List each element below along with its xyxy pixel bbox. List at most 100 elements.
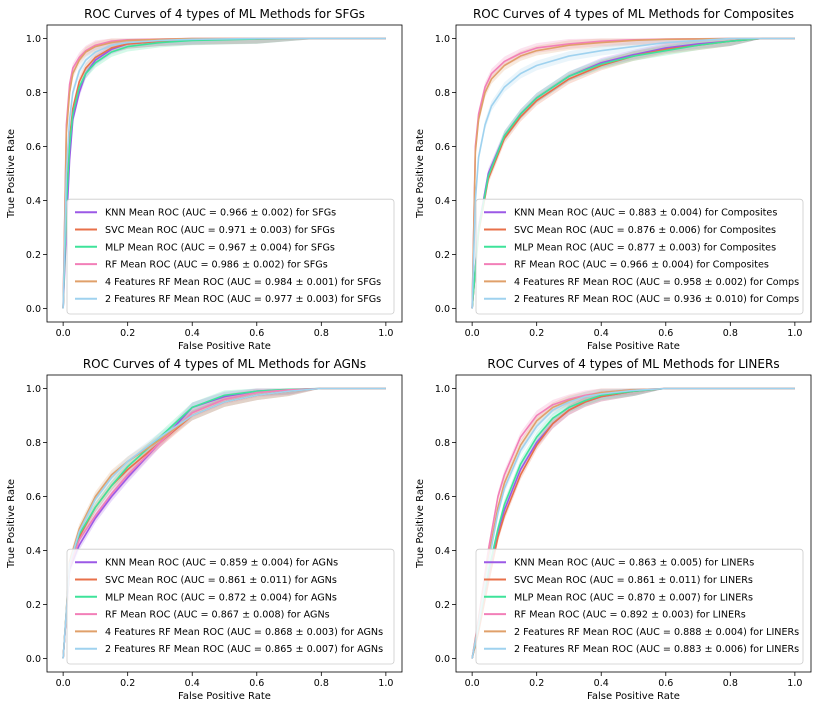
x-tick-label: 0.6 bbox=[658, 678, 673, 689]
legend-label-1: KNN Mean ROC (AUC = 0.863 ± 0.005) for L… bbox=[514, 558, 754, 569]
y-axis-label: True Positive Rate bbox=[415, 129, 426, 219]
series-line-6 bbox=[62, 37, 386, 309]
y-tick-label: 0.6 bbox=[435, 142, 450, 153]
legend-label-6: 2 Features RF Mean ROC (AUC = 0.883 ± 0.… bbox=[514, 644, 799, 655]
y-tick-label: 0.8 bbox=[435, 88, 450, 99]
legend-label-6: 2 Features RF Mean ROC (AUC = 0.865 ± 0.… bbox=[105, 644, 383, 655]
legend-label-2: SVC Mean ROC (AUC = 0.876 ± 0.006) for C… bbox=[514, 225, 776, 236]
x-tick-label: 0.6 bbox=[658, 328, 673, 339]
legend-box bbox=[475, 548, 804, 665]
chart-title: ROC Curves of 4 types of ML Methods for … bbox=[487, 357, 779, 371]
y-tick-label: 1.0 bbox=[26, 34, 41, 45]
series-group bbox=[62, 37, 386, 309]
series-line-6 bbox=[471, 387, 795, 659]
legend: KNN Mean ROC (AUC = 0.859 ± 0.004) for A… bbox=[66, 548, 395, 665]
y-tick-label: 1.0 bbox=[435, 34, 450, 45]
series-line-6 bbox=[471, 37, 795, 309]
x-tick-label: 0.0 bbox=[465, 328, 480, 339]
legend: KNN Mean ROC (AUC = 0.883 ± 0.004) for C… bbox=[475, 198, 804, 315]
y-tick-label: 0.2 bbox=[435, 600, 450, 611]
x-tick-label: 0.4 bbox=[185, 678, 200, 689]
x-axis-label: False Positive Rate bbox=[587, 691, 680, 702]
y-tick-label: 0.2 bbox=[435, 250, 450, 261]
legend-label-6: 2 Features RF Mean ROC (AUC = 0.936 ± 0.… bbox=[514, 294, 799, 305]
legend-label-1: KNN Mean ROC (AUC = 0.859 ± 0.004) for A… bbox=[105, 558, 338, 569]
series-line-5 bbox=[471, 37, 795, 309]
legend-label-2: SVC Mean ROC (AUC = 0.861 ± 0.011) for A… bbox=[105, 575, 337, 586]
legend-label-5: 4 Features RF Mean ROC (AUC = 0.868 ± 0.… bbox=[105, 627, 383, 638]
y-tick-label: 0.4 bbox=[435, 196, 450, 207]
x-tick-label: 0.6 bbox=[249, 328, 264, 339]
x-tick-label: 0.2 bbox=[120, 678, 135, 689]
y-tick-label: 0.4 bbox=[26, 546, 41, 557]
legend-box bbox=[66, 198, 395, 315]
x-tick-label: 0.0 bbox=[56, 678, 71, 689]
x-tick-label: 0.4 bbox=[594, 678, 609, 689]
x-tick-label: 1.0 bbox=[787, 678, 802, 689]
x-tick-label: 1.0 bbox=[787, 328, 802, 339]
y-tick-label: 1.0 bbox=[435, 384, 450, 395]
chart-title: ROC Curves of 4 types of ML Methods for … bbox=[473, 7, 794, 21]
y-tick-label: 0.6 bbox=[26, 492, 41, 503]
x-tick-label: 0.2 bbox=[120, 328, 135, 339]
y-axis-label: True Positive Rate bbox=[6, 479, 17, 569]
x-tick-label: 0.8 bbox=[314, 678, 329, 689]
legend-label-6: 2 Features RF Mean ROC (AUC = 0.977 ± 0.… bbox=[105, 294, 381, 305]
series-group bbox=[471, 37, 795, 309]
y-tick-label: 0.4 bbox=[26, 196, 41, 207]
y-tick-label: 0.8 bbox=[26, 438, 41, 449]
plot-frame bbox=[455, 24, 812, 323]
y-axis-label: True Positive Rate bbox=[415, 479, 426, 569]
x-tick-label: 0.6 bbox=[249, 678, 264, 689]
x-tick-label: 0.8 bbox=[723, 328, 738, 339]
legend-label-3: MLP Mean ROC (AUC = 0.870 ± 0.007) for L… bbox=[514, 592, 753, 603]
chart-panel-2: ROC Curves of 4 types of ML Methods for … bbox=[415, 7, 812, 352]
legend-box bbox=[66, 548, 395, 665]
y-tick-label: 0.0 bbox=[435, 654, 450, 665]
legend: KNN Mean ROC (AUC = 0.863 ± 0.005) for L… bbox=[475, 548, 804, 665]
series-line-6 bbox=[62, 387, 386, 659]
x-tick-label: 0.8 bbox=[314, 328, 329, 339]
y-tick-label: 0.4 bbox=[435, 546, 450, 557]
plot-frame bbox=[46, 24, 403, 323]
plot-frame bbox=[455, 374, 812, 673]
y-tick-label: 0.0 bbox=[26, 654, 41, 665]
legend-label-4: RF Mean ROC (AUC = 0.867 ± 0.008) for AG… bbox=[105, 610, 330, 621]
legend-label-4: RF Mean ROC (AUC = 0.892 ± 0.003) for LI… bbox=[514, 610, 746, 621]
legend-box bbox=[475, 198, 804, 315]
x-axis-label: False Positive Rate bbox=[587, 341, 680, 352]
legend-label-3: MLP Mean ROC (AUC = 0.877 ± 0.003) for C… bbox=[514, 242, 776, 253]
chart-panel-1: ROC Curves of 4 types of ML Methods for … bbox=[6, 7, 403, 352]
x-tick-label: 0.2 bbox=[529, 328, 544, 339]
y-tick-label: 0.2 bbox=[26, 600, 41, 611]
x-tick-label: 0.4 bbox=[185, 328, 200, 339]
y-tick-label: 0.6 bbox=[26, 142, 41, 153]
x-axis-label: False Positive Rate bbox=[178, 341, 271, 352]
x-tick-label: 1.0 bbox=[378, 328, 393, 339]
y-tick-label: 0.8 bbox=[435, 438, 450, 449]
legend-label-5: 4 Features RF Mean ROC (AUC = 0.958 ± 0.… bbox=[514, 277, 799, 288]
y-tick-label: 0.0 bbox=[435, 304, 450, 315]
y-tick-label: 0.2 bbox=[26, 250, 41, 261]
x-tick-label: 0.0 bbox=[465, 678, 480, 689]
chart-title: ROC Curves of 4 types of ML Methods for … bbox=[83, 357, 366, 371]
legend: KNN Mean ROC (AUC = 0.966 ± 0.002) for S… bbox=[66, 198, 395, 315]
series-group bbox=[62, 387, 386, 659]
legend-label-4: RF Mean ROC (AUC = 0.986 ± 0.002) for SF… bbox=[105, 260, 328, 271]
y-tick-label: 0.6 bbox=[435, 492, 450, 503]
plot-frame bbox=[46, 374, 403, 673]
legend-label-1: KNN Mean ROC (AUC = 0.883 ± 0.004) for C… bbox=[514, 208, 777, 219]
x-tick-label: 0.0 bbox=[56, 328, 71, 339]
series-line-3 bbox=[471, 37, 795, 309]
chart-title: ROC Curves of 4 types of ML Methods for … bbox=[84, 7, 365, 21]
legend-label-2: SVC Mean ROC (AUC = 0.861 ± 0.011) for L… bbox=[514, 575, 753, 586]
legend-label-5: 4 Features RF Mean ROC (AUC = 0.984 ± 0.… bbox=[105, 277, 381, 288]
legend-label-1: KNN Mean ROC (AUC = 0.966 ± 0.002) for S… bbox=[105, 208, 336, 219]
x-axis-label: False Positive Rate bbox=[178, 691, 271, 702]
legend-label-5: 2 Features RF Mean ROC (AUC = 0.888 ± 0.… bbox=[514, 627, 799, 638]
legend-label-3: MLP Mean ROC (AUC = 0.872 ± 0.004) for A… bbox=[105, 592, 337, 603]
chart-panel-3: ROC Curves of 4 types of ML Methods for … bbox=[6, 357, 403, 702]
x-tick-label: 0.8 bbox=[723, 678, 738, 689]
x-tick-label: 1.0 bbox=[378, 678, 393, 689]
